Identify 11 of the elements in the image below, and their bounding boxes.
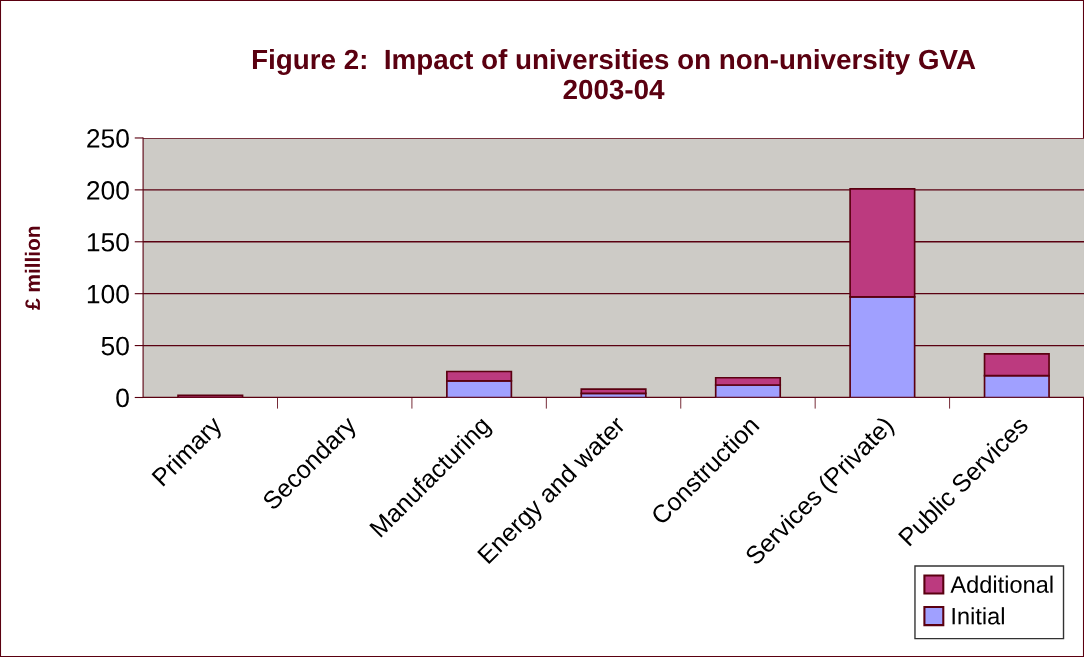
legend-label: Additional <box>950 575 1053 593</box>
y-tick-label: 50 <box>101 336 129 356</box>
y-tick-label: 0 <box>116 388 129 408</box>
y-tick-label: 200 <box>87 181 129 200</box>
y-tick-label: 100 <box>87 284 129 304</box>
y-tick-label: 150 <box>87 232 129 252</box>
legend-label: Initial <box>952 607 1004 625</box>
y-tick-label: 250 <box>87 129 129 148</box>
y-axis-title: £ million <box>24 226 41 310</box>
chart-title: Figure 2: Impact of universities on non-university GVA 2003-04 <box>252 48 976 100</box>
bar <box>580 388 647 395</box>
